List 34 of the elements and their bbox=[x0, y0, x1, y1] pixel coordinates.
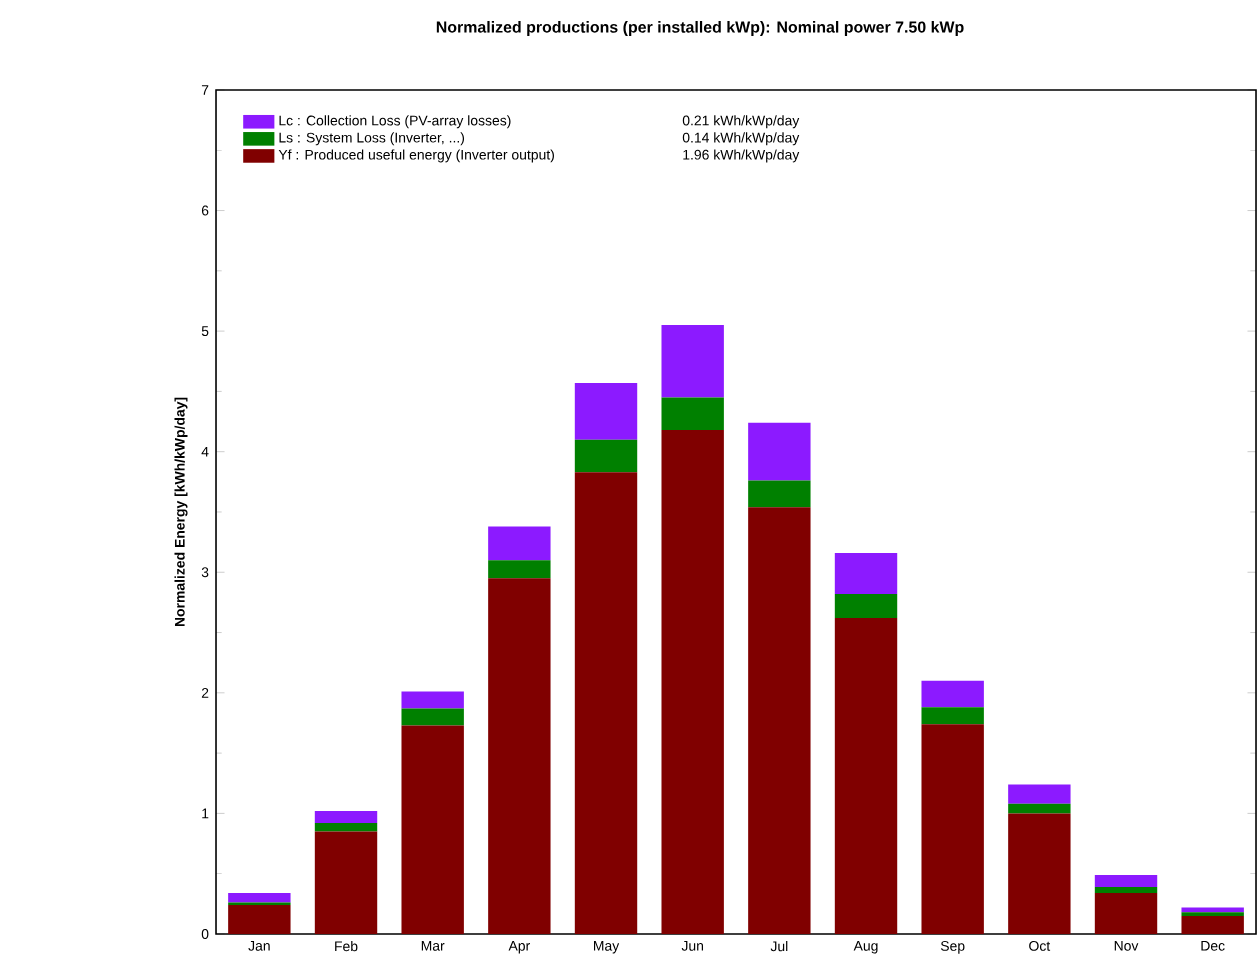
bar bbox=[921, 680, 984, 708]
bar bbox=[921, 707, 984, 725]
bar bbox=[228, 905, 291, 934]
bar bbox=[228, 892, 291, 903]
bar bbox=[401, 708, 464, 726]
bar bbox=[1008, 813, 1071, 934]
bar bbox=[574, 439, 638, 473]
bar bbox=[661, 325, 724, 398]
bar bbox=[661, 397, 724, 430]
bar bbox=[574, 472, 638, 934]
bar bbox=[574, 382, 638, 440]
bar bbox=[1008, 784, 1071, 804]
bar bbox=[1008, 803, 1071, 814]
bar bbox=[1094, 886, 1158, 893]
bar bbox=[1094, 892, 1158, 934]
bar bbox=[834, 552, 898, 594]
bar bbox=[488, 578, 551, 934]
bar bbox=[1181, 915, 1244, 934]
bar bbox=[748, 507, 811, 934]
bar bbox=[488, 526, 551, 561]
bar bbox=[834, 593, 898, 619]
bar bbox=[314, 831, 378, 934]
bar bbox=[314, 810, 378, 824]
bar bbox=[401, 725, 464, 934]
bar bbox=[401, 691, 464, 709]
bar bbox=[488, 560, 551, 579]
bar bbox=[834, 618, 898, 934]
bar bbox=[748, 422, 811, 481]
bar bbox=[748, 480, 811, 508]
bar bbox=[1094, 874, 1158, 887]
bar bbox=[921, 724, 984, 934]
bar bbox=[1181, 907, 1244, 913]
bar bbox=[314, 823, 378, 832]
bar bbox=[661, 429, 724, 934]
